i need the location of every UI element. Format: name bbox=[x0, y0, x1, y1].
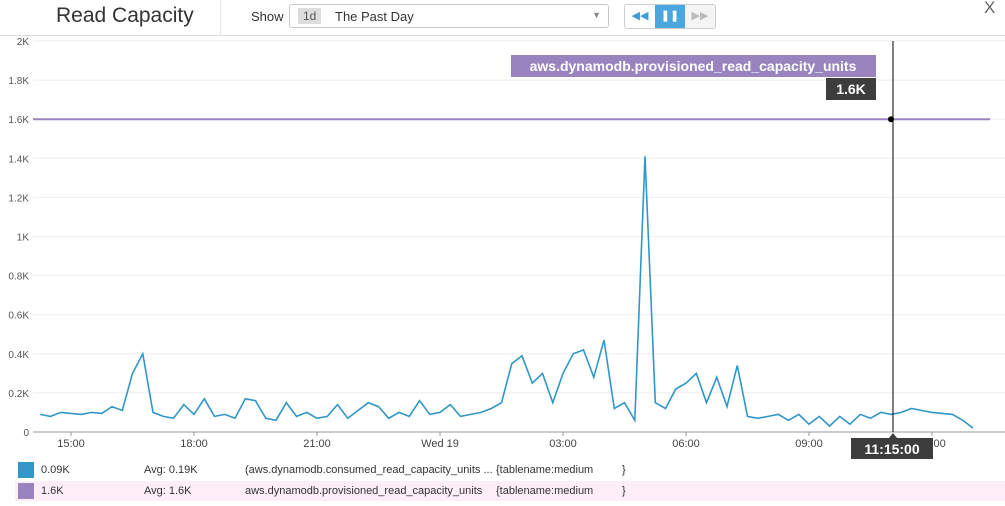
legend-value: 0.09K bbox=[41, 464, 70, 476]
legend-tags-close: } bbox=[622, 464, 626, 476]
x-tick-label: 09:00 bbox=[795, 438, 823, 450]
fast-forward-icon[interactable]: ▶▶ bbox=[685, 5, 715, 28]
range-label: The Past Day bbox=[335, 9, 414, 24]
y-tick-label: 2K bbox=[17, 37, 30, 48]
legend-value: 1.6K bbox=[41, 485, 64, 497]
cursor-point bbox=[888, 116, 894, 123]
chevron-down-icon: ▼ bbox=[592, 10, 601, 20]
timeseries-chart[interactable]: 0 0.2K 0.4K 0.6K 0.8K 1K 1.2K 1.4K 1.6K 1.8K 2K 15:… bbox=[0, 0, 1005, 460]
pause-icon[interactable]: ❚❚ bbox=[655, 5, 685, 28]
page-title: Read Capacity bbox=[56, 4, 194, 27]
legend-tags-close: } bbox=[622, 485, 626, 497]
legend-avg: Avg: 0.19K bbox=[144, 464, 198, 476]
time-label-box bbox=[851, 438, 933, 459]
y-tick-label: 0 bbox=[23, 428, 29, 439]
legend-metric: aws.dynamodb.provisioned_read_capacity_u… bbox=[245, 485, 483, 497]
range-badge: 1d bbox=[298, 8, 322, 24]
y-tick-label: 1K bbox=[17, 233, 30, 244]
time-label-pointer bbox=[889, 433, 897, 438]
value-label-box bbox=[826, 78, 876, 100]
y-tick-label: 1.8K bbox=[8, 76, 29, 87]
y-tick-label: 0.4K bbox=[8, 350, 29, 361]
time-range-select[interactable]: 1d The Past Day ▼ bbox=[289, 4, 609, 28]
y-tick-label: 1.4K bbox=[8, 154, 29, 165]
series-label-box bbox=[511, 55, 876, 77]
playback-controls: ◀◀ ❚❚ ▶▶ bbox=[624, 4, 716, 29]
x-tick-label: 21:00 bbox=[303, 438, 331, 450]
legend-metric: (aws.dynamodb.consumed_read_capacity_uni… bbox=[245, 464, 493, 476]
x-tick-label: 18:00 bbox=[180, 438, 208, 450]
series-color-swatch bbox=[18, 462, 34, 478]
y-tick-label: 0.2K bbox=[8, 389, 29, 400]
legend-tags: {tablename:medium bbox=[496, 485, 594, 497]
legend-avg: Avg: 1.6K bbox=[144, 485, 192, 497]
legend-row-consumed[interactable]: 0.09K Avg: 0.19K (aws.dynamodb.consumed_… bbox=[15, 460, 1005, 480]
x-tick-label: Wed 19 bbox=[421, 438, 459, 450]
legend-row-provisioned[interactable]: 1.6K Avg: 1.6K aws.dynamodb.provisioned_… bbox=[15, 481, 1005, 501]
y-tick-label: 1.6K bbox=[8, 115, 29, 126]
x-tick-label: 03:00 bbox=[549, 438, 577, 450]
y-tick-label: 0.8K bbox=[8, 272, 29, 283]
x-tick-label: 06:00 bbox=[672, 438, 700, 450]
y-tick-label: 1.2K bbox=[8, 193, 29, 204]
show-label: Show bbox=[251, 9, 284, 24]
x-tick-label: 15:00 bbox=[57, 438, 85, 450]
series-label: aws.dynamodb.provisioned_read_capacity_u… bbox=[530, 58, 857, 74]
legend-tags: {tablename:medium bbox=[496, 464, 594, 476]
close-icon[interactable]: X bbox=[984, 0, 996, 17]
time-label: 11:15:00 bbox=[864, 441, 919, 457]
divider bbox=[220, 0, 221, 36]
y-tick-label: 0.6K bbox=[8, 311, 29, 322]
value-label: 1.6K bbox=[836, 81, 866, 97]
header: Read Capacity Show 1d The Past Day ▼ ◀◀ … bbox=[0, 0, 1005, 36]
consumed-series-line bbox=[40, 156, 974, 429]
series-color-swatch bbox=[18, 483, 34, 499]
rewind-icon[interactable]: ◀◀ bbox=[631, 10, 649, 22]
